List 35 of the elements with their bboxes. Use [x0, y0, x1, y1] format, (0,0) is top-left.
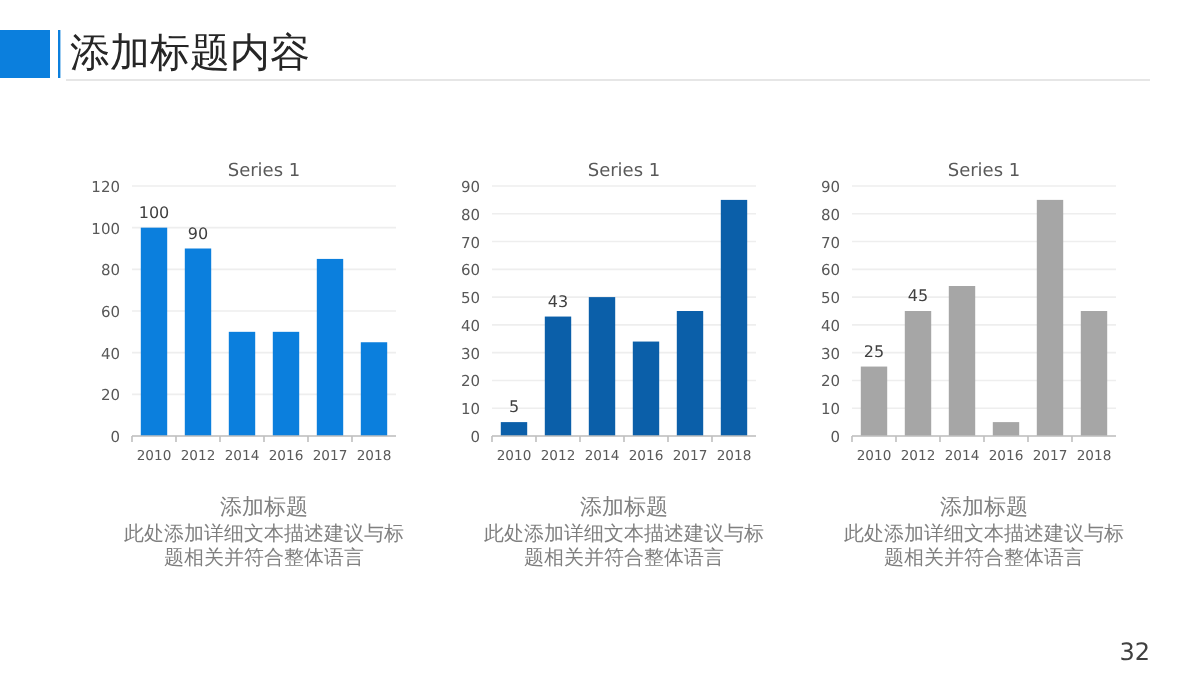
text: 32	[1119, 638, 1150, 666]
text: 此处添加详细文本描述建议与标题相关并符合整体语言	[844, 522, 1124, 570]
bar	[720, 199, 748, 436]
bar	[316, 258, 344, 436]
bar	[904, 311, 932, 436]
bar	[228, 331, 256, 436]
bar	[544, 316, 572, 436]
bar	[992, 422, 1020, 436]
text: 添加标题	[220, 494, 308, 520]
data-label: 43	[547, 292, 569, 311]
text: 此处添加详细文本描述建议与标题相关并符合整体语言	[484, 522, 764, 570]
text: 添加标题	[940, 494, 1028, 520]
bar	[632, 341, 660, 436]
data-label: 25	[863, 342, 885, 361]
bar	[1036, 199, 1064, 436]
bar	[140, 227, 168, 436]
bar	[676, 311, 704, 436]
bar	[272, 331, 300, 436]
bar	[184, 248, 212, 436]
bar	[860, 366, 888, 436]
data-label: 90	[187, 224, 209, 243]
chart-title: Series 1	[227, 162, 301, 182]
bar	[1080, 311, 1108, 436]
text: 添加标题内容	[70, 28, 310, 76]
data-label: 45	[907, 287, 929, 305]
text: 此处添加详细文本描述建议与标题相关并符合整体语言	[124, 522, 404, 570]
bar	[360, 342, 388, 436]
data-label: 100	[138, 203, 170, 222]
text: 添加标题	[580, 494, 668, 520]
bar	[948, 286, 976, 436]
chart-title: Series 1	[947, 162, 1021, 182]
data-label: 5	[508, 398, 520, 417]
chart-title: Series 1	[587, 162, 661, 182]
bar	[588, 297, 616, 436]
bar	[500, 422, 528, 436]
